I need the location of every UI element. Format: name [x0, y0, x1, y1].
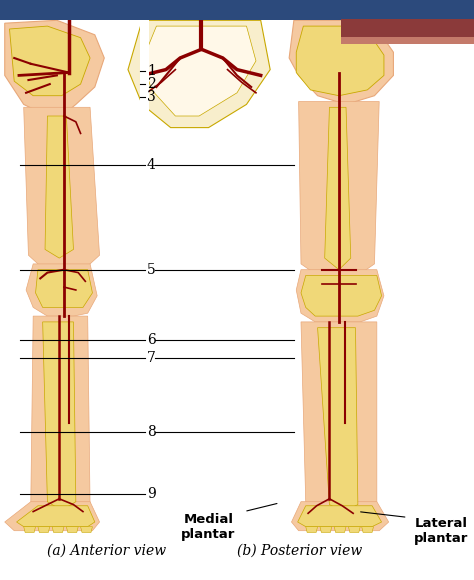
Polygon shape [5, 502, 100, 531]
Text: (a) Anterior view: (a) Anterior view [47, 544, 166, 558]
Polygon shape [334, 527, 346, 532]
Polygon shape [17, 506, 95, 527]
Text: 9: 9 [147, 487, 155, 501]
Polygon shape [36, 270, 92, 307]
FancyBboxPatch shape [341, 37, 474, 44]
Polygon shape [292, 502, 389, 531]
Text: 2: 2 [147, 77, 155, 90]
Text: 7: 7 [147, 351, 156, 365]
Polygon shape [26, 264, 97, 316]
Polygon shape [52, 527, 64, 532]
Polygon shape [38, 527, 50, 532]
FancyBboxPatch shape [140, 20, 149, 534]
Polygon shape [66, 527, 78, 532]
Text: Medial
plantar: Medial plantar [182, 513, 236, 541]
Text: 5: 5 [147, 263, 155, 277]
Polygon shape [298, 506, 382, 527]
Polygon shape [348, 527, 360, 532]
Polygon shape [81, 527, 92, 532]
Text: (b) Posterior view: (b) Posterior view [237, 544, 362, 558]
Polygon shape [362, 527, 374, 532]
Polygon shape [296, 26, 384, 96]
Polygon shape [24, 527, 36, 532]
Polygon shape [43, 322, 76, 510]
Text: 4: 4 [147, 158, 156, 172]
FancyBboxPatch shape [0, 20, 474, 534]
Text: 8: 8 [147, 425, 155, 439]
Polygon shape [5, 20, 104, 116]
Text: 3: 3 [147, 90, 155, 104]
Polygon shape [31, 316, 90, 513]
Polygon shape [306, 527, 318, 532]
Text: Lateral
plantar: Lateral plantar [414, 517, 468, 545]
Polygon shape [299, 102, 379, 276]
Polygon shape [9, 26, 90, 96]
FancyBboxPatch shape [0, 0, 474, 20]
Polygon shape [128, 20, 270, 128]
Polygon shape [289, 20, 393, 104]
Text: 6: 6 [147, 334, 155, 347]
Polygon shape [142, 26, 256, 116]
Polygon shape [301, 276, 382, 316]
Polygon shape [318, 328, 358, 512]
Polygon shape [301, 322, 377, 512]
Polygon shape [325, 107, 351, 270]
Polygon shape [24, 107, 100, 273]
FancyBboxPatch shape [341, 19, 474, 41]
Polygon shape [296, 270, 384, 322]
Polygon shape [45, 116, 73, 258]
Polygon shape [320, 527, 332, 532]
Text: 1: 1 [147, 64, 156, 78]
